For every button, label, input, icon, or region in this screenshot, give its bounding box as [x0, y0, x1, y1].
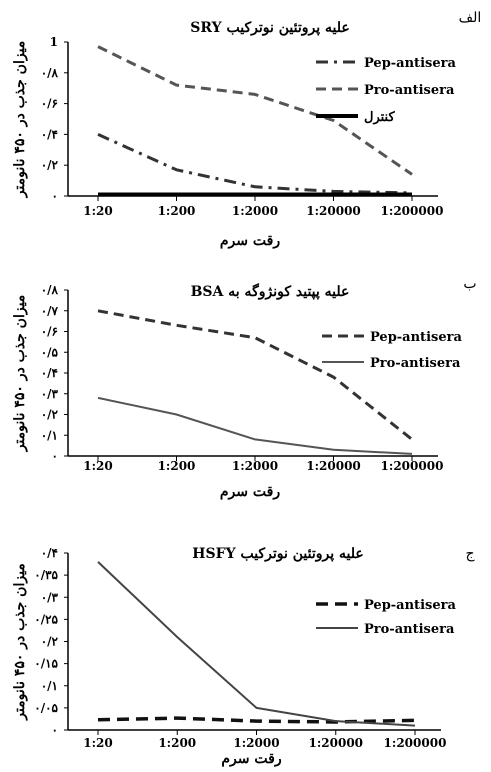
x-axis-label: رقت سرم [220, 484, 280, 500]
x-tick-label: 1:20000 [306, 204, 361, 218]
y-tick-label: ۰/۴ [41, 366, 58, 380]
y-tick-label: ۰/۳ [41, 590, 59, 604]
x-tick-label: 1:20 [83, 459, 112, 473]
y-axis-label: میزان جذب در ۴۵۰ نانومتر [12, 41, 28, 199]
y-tick-label: ۰/۱ [41, 679, 58, 693]
panel-label: الف [459, 10, 482, 26]
x-tick-label: 1:200 [158, 736, 196, 750]
series-line-1 [97, 716, 416, 724]
legend-label: Pep-antisera [370, 330, 462, 345]
y-tick-label: ۰/۳ [41, 387, 59, 401]
x-axis-label: رقت سرم [220, 233, 280, 249]
y-tick-label: ۰ [52, 189, 58, 203]
y-tick-label: ۰/۱ [41, 428, 58, 442]
y-tick-label: ۰/۲۵ [34, 612, 58, 626]
series-line-2 [97, 45, 413, 176]
x-tick-label: 1:200 [158, 204, 196, 218]
legend-label: کنترل [364, 110, 395, 125]
legend-label: Pro-antisera [364, 622, 455, 637]
y-tick-label: 1 [50, 35, 58, 49]
y-axis-label: میزان جذب در ۴۵۰ نانومتر [12, 563, 28, 721]
chart-panel-2: علیه پپتید کونژوگه به BSA ب میزان جذب در ۴… [12, 276, 477, 500]
y-tick-label: ۰/۰۵ [34, 701, 58, 715]
y-tick-label: ۰/۸ [41, 283, 59, 297]
y-tick-label: ۰/۴ [41, 127, 58, 141]
legend-label: Pep-antisera [364, 598, 456, 613]
x-tick-label: 1:2000 [232, 204, 278, 218]
panel-label: ب [463, 276, 476, 292]
y-tick-label: ۰/۲ [41, 158, 59, 172]
chart-title: علیه پپتید کونژوگه به BSA [191, 283, 350, 300]
series-line-1 [97, 309, 413, 441]
x-axis-label: رقت سرم [221, 751, 281, 767]
x-tick-label: 1:2000 [233, 736, 279, 750]
y-axis-label: میزان جذب در ۴۵۰ نانومتر [12, 295, 28, 453]
y-tick-label: ۰/۸ [41, 66, 59, 80]
y-tick-label: ۰/۶ [41, 97, 58, 111]
y-tick-label: ۰/۷ [41, 304, 59, 318]
x-tick-label: 1:200 [158, 459, 196, 473]
x-tick-label: 1:200000 [381, 204, 444, 218]
x-tick-label: 1:200000 [384, 736, 447, 750]
panel-label: ج [465, 546, 475, 562]
y-tick-label: ۰/۲ [41, 408, 59, 422]
y-tick-label: ۰/۴ [41, 546, 58, 560]
legend-label: Pro-antisera [364, 83, 455, 98]
x-tick-label: 1:20000 [306, 459, 361, 473]
x-tick-label: 1:20 [83, 204, 112, 218]
x-tick-label: 1:20000 [308, 736, 363, 750]
chart-title: علیه پروتئین نوترکیب HSFY [192, 546, 363, 562]
y-tick-label: ۰/۶ [41, 325, 58, 339]
x-tick-label: 1:20 [83, 736, 112, 750]
x-tick-label: 1:2000 [232, 459, 278, 473]
chart-title: علیه پروتئین نوترکیب SRY [190, 20, 349, 36]
chart-panel-1: علیه پروتئین نوترکیب SRY الف میزان جذب در … [12, 10, 481, 249]
series-line-1 [97, 133, 413, 195]
legend-label: Pep-antisera [364, 56, 456, 71]
x-tick-label: 1:200000 [381, 459, 444, 473]
y-tick-label: ۰ [52, 723, 58, 737]
y-tick-label: ۰/۵ [41, 345, 59, 359]
y-tick-label: ۰/۱۵ [34, 657, 58, 671]
chart-panel-3: علیه پروتئین نوترکیب HSFY ج میزان جذب در ۴… [12, 546, 475, 767]
y-tick-label: ۰/۳۵ [34, 568, 58, 582]
series-line-2 [97, 561, 416, 727]
series-line-2 [97, 396, 413, 455]
legend-label: Pro-antisera [370, 356, 461, 371]
y-tick-label: ۰/۲ [41, 635, 59, 649]
y-tick-label: ۰ [52, 449, 58, 463]
